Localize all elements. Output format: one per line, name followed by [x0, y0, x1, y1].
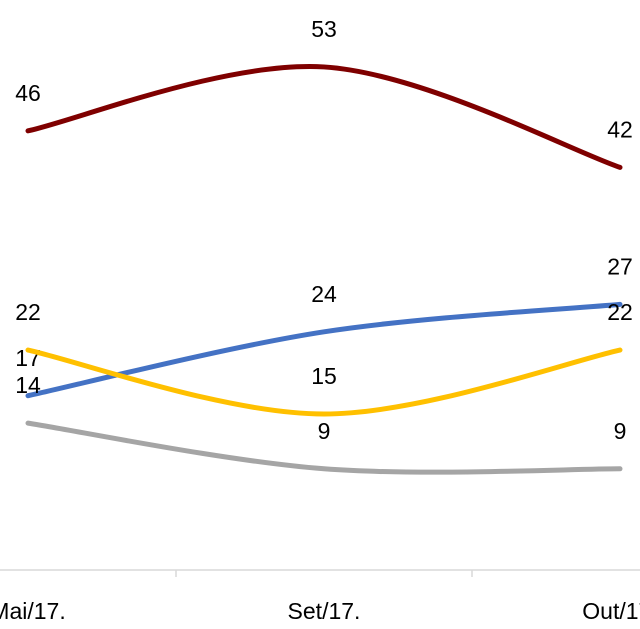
data-label: 22: [607, 299, 633, 325]
data-label: 24: [311, 281, 337, 307]
data-label: 22: [15, 299, 41, 325]
x-tick-label: Out/17.: [582, 598, 640, 624]
x-tick-label: Set/17.: [288, 598, 361, 624]
data-label: 9: [318, 418, 331, 444]
data-label: 27: [607, 253, 633, 279]
series-line: [25, 347, 623, 417]
data-label: 15: [311, 363, 337, 389]
series-line: [25, 420, 623, 475]
series-line: [25, 301, 623, 399]
series-line: [25, 64, 623, 170]
x-tick-label: Mai/17.: [0, 598, 66, 624]
data-label: 53: [311, 16, 337, 42]
data-label: 46: [15, 80, 41, 106]
data-label: 14: [15, 372, 41, 398]
data-label: 9: [614, 418, 627, 444]
data-label: 42: [607, 116, 633, 142]
